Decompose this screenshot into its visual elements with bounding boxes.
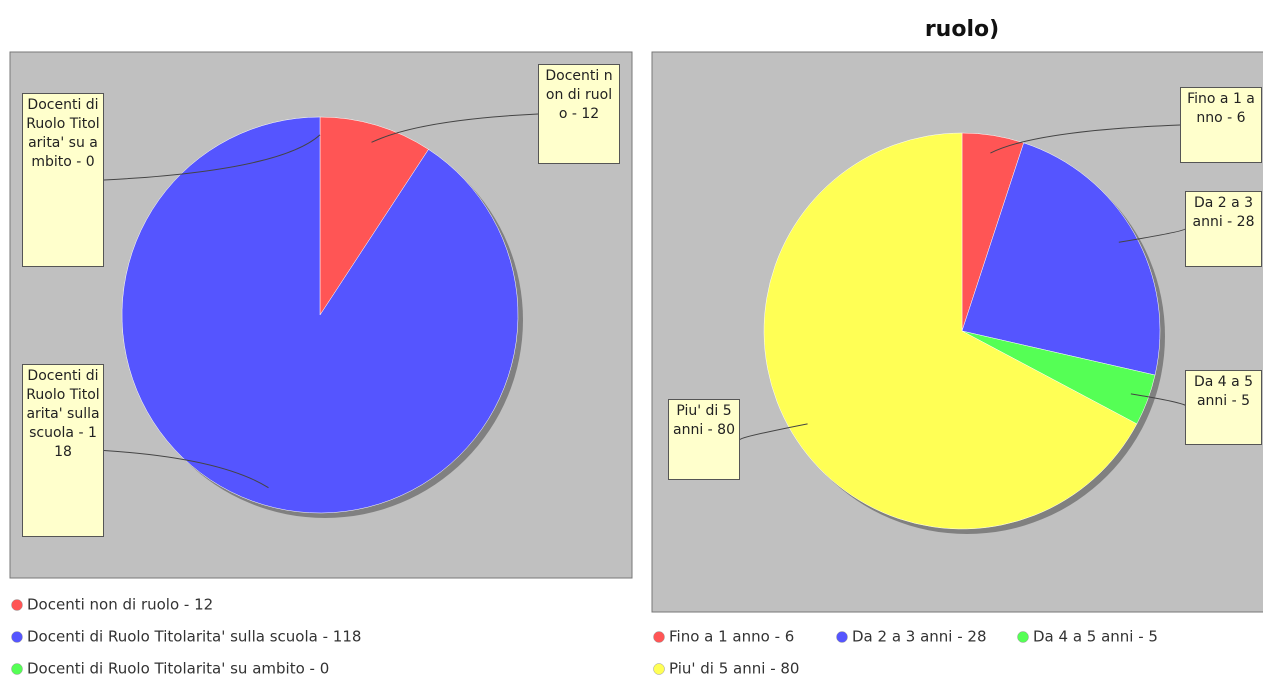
legend-marker bbox=[1017, 631, 1029, 643]
pie-slice bbox=[961, 142, 1161, 376]
legend-label: Docenti di Ruolo Titolarita' su ambito -… bbox=[27, 660, 329, 678]
legend-marker bbox=[11, 631, 23, 643]
pie-slice bbox=[121, 116, 519, 514]
pie-slice bbox=[763, 132, 1138, 530]
legend-label: Fino a 1 anno - 6 bbox=[669, 628, 794, 646]
slice-label: Da 2 a 3 anni - 28 bbox=[1185, 191, 1262, 267]
chart-title: ruolo) bbox=[925, 17, 999, 42]
label-connector bbox=[990, 124, 1181, 154]
legend-marker bbox=[11, 663, 23, 675]
slice-label-box: Fino a 1 anno - 6 bbox=[1180, 87, 1262, 163]
label-connector bbox=[371, 113, 539, 143]
slice-label: Piu' di 5 anni - 80 bbox=[668, 399, 740, 480]
legend-label: Piu' di 5 anni - 80 bbox=[669, 660, 799, 678]
label-connector bbox=[103, 450, 269, 489]
legend-marker bbox=[653, 663, 665, 675]
legend-label: Docenti non di ruolo - 12 bbox=[27, 596, 213, 614]
slice-label-box: Da 4 a 5 anni - 5 bbox=[1185, 370, 1262, 445]
legend-marker bbox=[836, 631, 848, 643]
slice-label-box: Docenti di Ruolo Titolarita' sulla scuol… bbox=[22, 364, 104, 537]
pie-slice bbox=[319, 116, 429, 316]
label-connector bbox=[739, 423, 808, 440]
legend-label: Da 4 a 5 anni - 5 bbox=[1033, 628, 1158, 646]
slice-label: Fino a 1 anno - 6 bbox=[1180, 87, 1262, 163]
legend-marker bbox=[653, 631, 665, 643]
slice-label-box: Da 2 a 3 anni - 28 bbox=[1185, 191, 1262, 267]
slice-label-box: Docenti di Ruolo Titolarita' su ambito -… bbox=[22, 93, 104, 267]
slice-label: Docenti di Ruolo Titolarita' su ambito -… bbox=[22, 93, 104, 267]
legend-marker bbox=[11, 599, 23, 611]
label-connector bbox=[103, 134, 321, 181]
legend-label: Docenti di Ruolo Titolarita' sulla scuol… bbox=[27, 628, 361, 646]
slice-label: Da 4 a 5 anni - 5 bbox=[1185, 370, 1262, 445]
legend-label: Da 2 a 3 anni - 28 bbox=[852, 628, 987, 646]
slice-label: Docenti non di ruolo - 12 bbox=[538, 64, 620, 164]
slice-label-box: Docenti non di ruolo - 12 bbox=[538, 64, 620, 164]
slice-label: Docenti di Ruolo Titolarita' sulla scuol… bbox=[22, 364, 104, 537]
label-connector bbox=[1118, 228, 1186, 243]
slice-label-box: Piu' di 5 anni - 80 bbox=[668, 399, 740, 480]
